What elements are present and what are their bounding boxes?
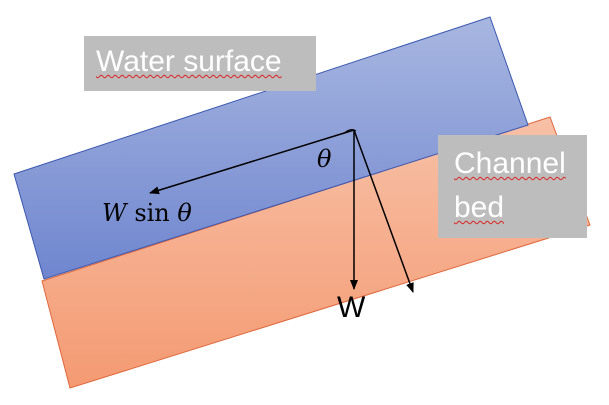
component-var: W xyxy=(102,199,127,227)
component-label: W sin θ xyxy=(102,199,192,227)
theta-label: θ xyxy=(317,145,332,173)
water-surface-text: Water surface xyxy=(96,45,282,78)
component-func: sin xyxy=(134,199,170,227)
channel-bed-text-line2: bed xyxy=(454,191,505,224)
channel-bed-text-line1: Channel xyxy=(454,147,566,180)
water-surface-label: Water surface xyxy=(84,36,316,91)
component-arrow xyxy=(149,129,355,195)
channel-bed-label: Channel bed xyxy=(438,135,587,238)
water-body-shape xyxy=(13,16,529,280)
component-angle: θ xyxy=(177,199,192,227)
normal-arrow xyxy=(353,129,414,293)
weight-label: W xyxy=(337,291,366,324)
